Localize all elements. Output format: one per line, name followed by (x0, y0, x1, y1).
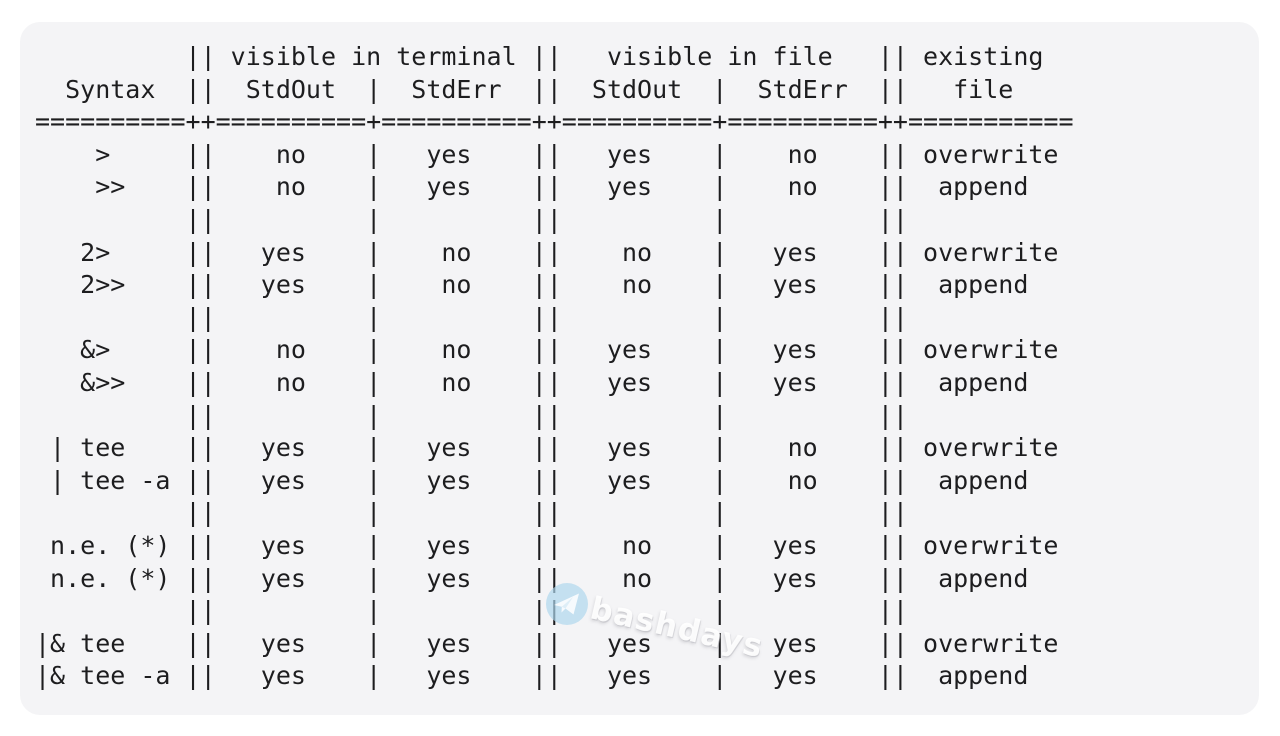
redirection-ascii-table: || visible in terminal || visible in fil… (35, 42, 1074, 691)
table-card (20, 22, 1259, 715)
